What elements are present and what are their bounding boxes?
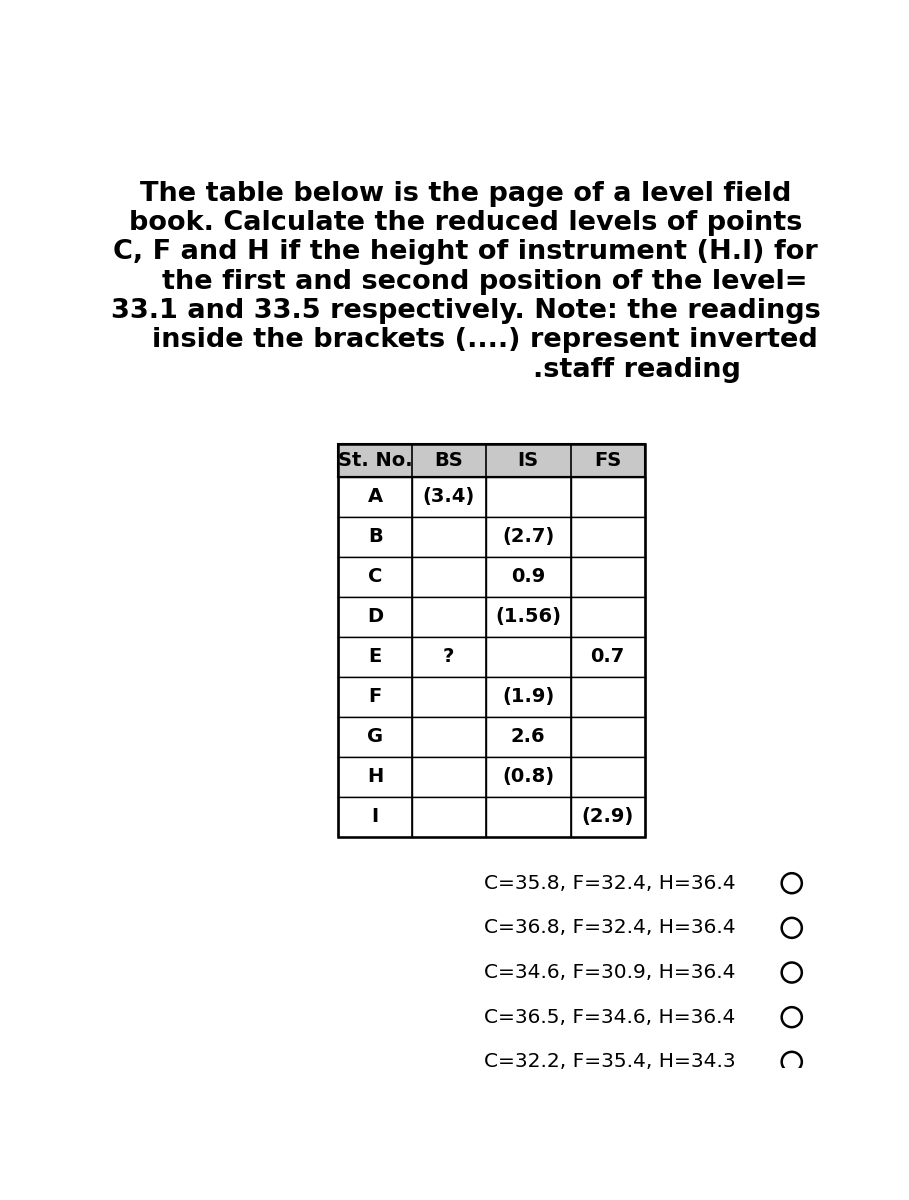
Text: 33.1 and 33.5 respectively. Note: the readings: 33.1 and 33.5 respectively. Note: the re… [111,298,820,324]
Text: C=32.2, F=35.4, H=34.3: C=32.2, F=35.4, H=34.3 [484,1052,735,1072]
Text: .staff reading: .staff reading [191,356,741,383]
Text: (3.4): (3.4) [423,487,474,506]
Text: 0.7: 0.7 [591,647,624,666]
Text: C=35.8, F=32.4, H=36.4: C=35.8, F=32.4, H=36.4 [484,874,735,893]
Bar [338,557,644,596]
Bar [338,797,644,838]
Bar [338,757,644,797]
Bar [338,677,644,716]
Text: 0.9: 0.9 [511,568,545,587]
Text: B: B [368,527,383,546]
Text: the first and second position of the level=: the first and second position of the lev… [124,269,807,295]
Bar [338,476,644,517]
Text: (0.8): (0.8) [502,768,554,786]
Text: C: C [368,568,383,587]
Text: C, F and H if the height of instrument (H.I) for: C, F and H if the height of instrument (… [113,240,818,265]
Text: 2.6: 2.6 [511,727,545,746]
Text: G: G [367,727,384,746]
Text: The table below is the page of a level field: The table below is the page of a level f… [140,181,791,206]
Text: E: E [368,647,382,666]
Text: C=34.6, F=30.9, H=36.4: C=34.6, F=30.9, H=36.4 [484,964,735,982]
Text: F: F [368,688,382,707]
Bar [338,716,644,757]
Text: IS: IS [518,451,539,470]
Text: C=36.8, F=32.4, H=36.4: C=36.8, F=32.4, H=36.4 [484,918,735,937]
Text: (2.9): (2.9) [582,808,634,827]
Text: FS: FS [594,451,622,470]
Bar [338,637,644,677]
Text: (2.7): (2.7) [502,527,554,546]
Text: D: D [367,607,384,626]
Text: BS: BS [435,451,464,470]
Text: A: A [367,487,383,506]
Bar [338,517,644,557]
Bar [338,444,644,838]
Bar [338,596,644,637]
Text: St. No.: St. No. [338,451,413,470]
Text: inside the brackets (....) represent inverted: inside the brackets (....) represent inv… [114,328,817,353]
Text: C=36.5, F=34.6, H=36.4: C=36.5, F=34.6, H=36.4 [484,1008,735,1027]
Text: book. Calculate the reduced levels of points: book. Calculate the reduced levels of po… [129,210,802,236]
Text: (1.56): (1.56) [495,607,561,626]
Text: ?: ? [443,647,454,666]
Text: (1.9): (1.9) [502,688,554,707]
Text: H: H [367,768,384,786]
Text: I: I [372,808,379,827]
Bar [338,444,644,476]
